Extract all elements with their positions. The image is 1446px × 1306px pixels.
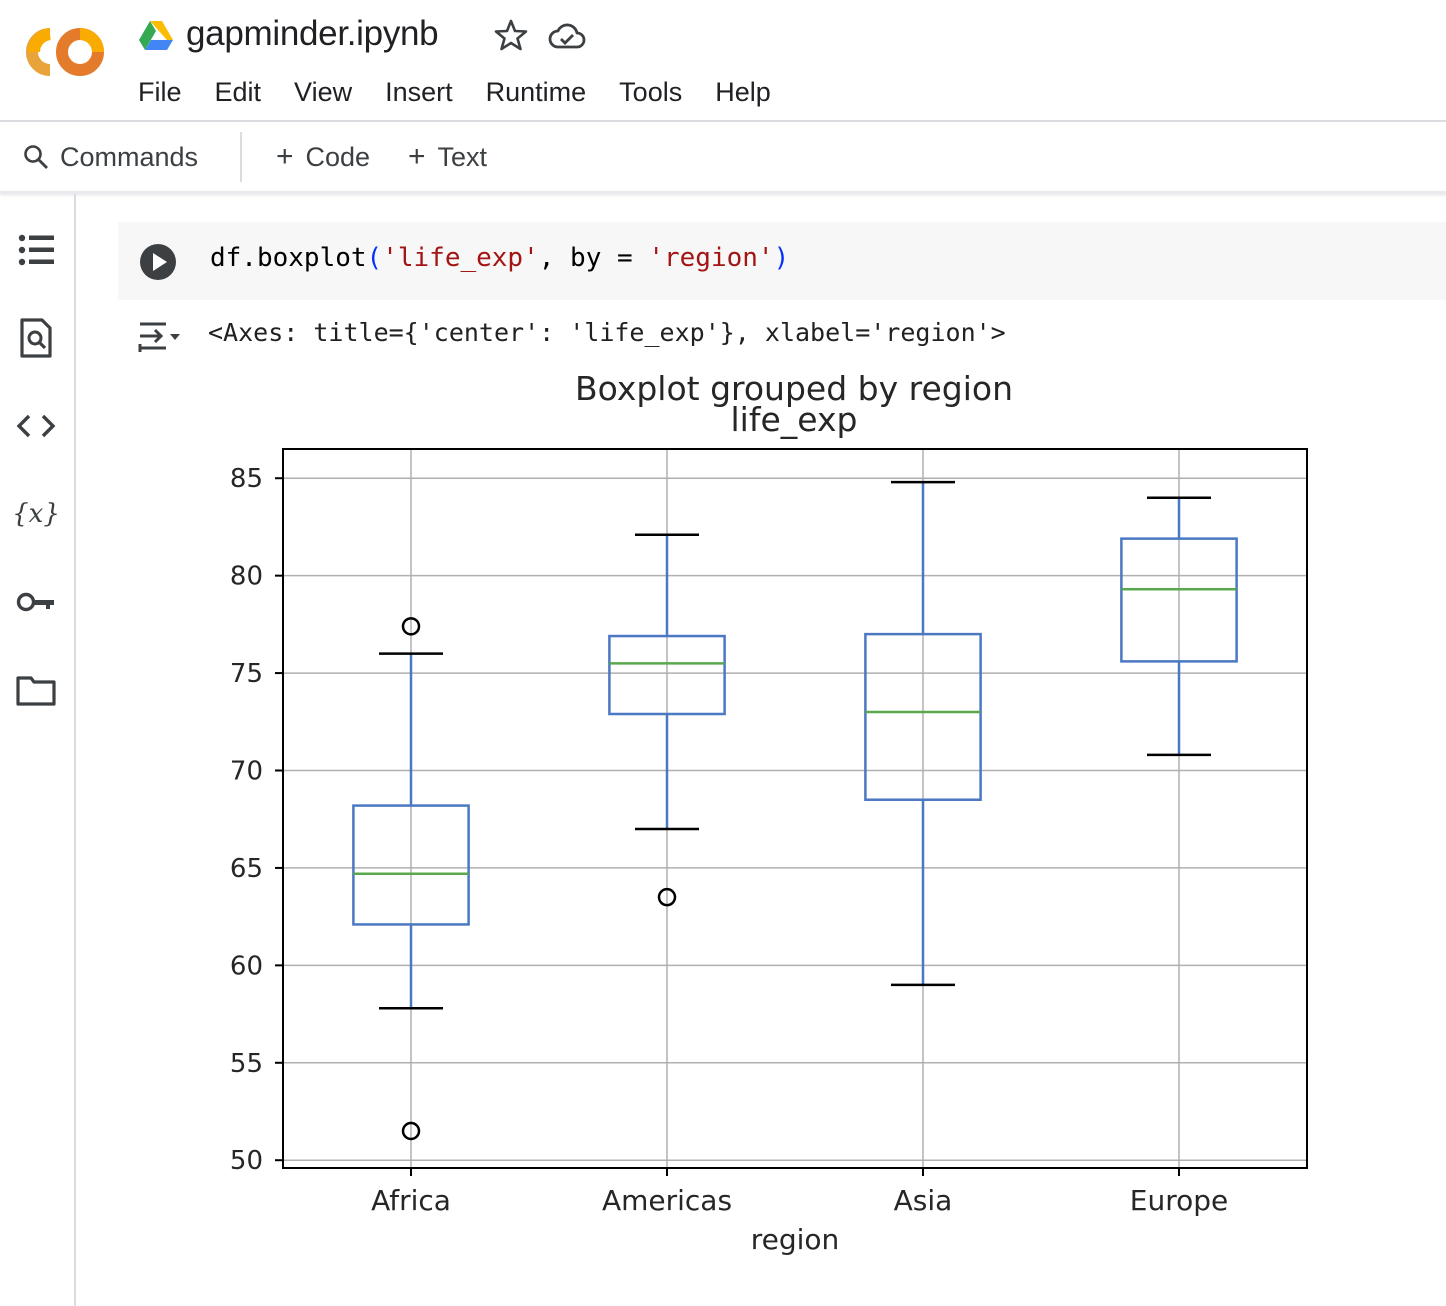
code-cell[interactable] bbox=[118, 222, 1446, 300]
code-editor[interactable]: df.boxplot('life_exp', by = 'region') bbox=[210, 243, 789, 273]
menu-tools[interactable]: Tools bbox=[619, 77, 683, 107]
box-europe bbox=[1120, 496, 1238, 757]
menu-help[interactable]: Help bbox=[715, 77, 771, 107]
menubar: File Edit View Insert Runtime Tools Help bbox=[138, 72, 804, 112]
plus-icon: + bbox=[276, 140, 294, 173]
y-tick-label: 70 bbox=[230, 757, 263, 787]
x-tick-label: Europe bbox=[1130, 1184, 1228, 1217]
box-asia bbox=[864, 480, 982, 987]
chart-title: life_exp bbox=[731, 400, 858, 439]
y-tick-label: 75 bbox=[230, 659, 263, 689]
star-icon[interactable] bbox=[494, 18, 528, 52]
menu-view[interactable]: View bbox=[294, 77, 353, 107]
boxplot-chart: 50 55 60 65 70 75 80 85 Africa Americas Asia Europe… bbox=[230, 369, 1308, 1256]
menu-insert[interactable]: Insert bbox=[385, 77, 453, 107]
y-tick-label: 65 bbox=[230, 854, 263, 884]
box-layer bbox=[352, 480, 1238, 1141]
cell-output-text: <Axes: title={'center': 'life_exp'}, xla… bbox=[208, 318, 1006, 347]
code-token: df.boxplot bbox=[210, 243, 367, 273]
secrets-key-icon[interactable] bbox=[14, 580, 58, 624]
play-icon bbox=[153, 253, 167, 271]
iqr-box bbox=[608, 634, 726, 716]
colab-logo[interactable] bbox=[20, 24, 108, 80]
y-tick-label: 60 bbox=[230, 951, 263, 981]
outlier-point bbox=[401, 1121, 421, 1141]
commands-button[interactable]: Commands bbox=[22, 136, 198, 178]
search-icon bbox=[24, 145, 48, 169]
toolbar-divider bbox=[0, 191, 1446, 194]
toolbar: Commands + Code + Text bbox=[0, 122, 1446, 192]
code-token: 'region' bbox=[648, 243, 774, 273]
google-drive-icon[interactable] bbox=[138, 20, 174, 52]
y-tick-label: 55 bbox=[230, 1049, 263, 1079]
plus-icon: + bbox=[408, 140, 426, 173]
header-divider bbox=[0, 120, 1446, 122]
axis-layer: 50 55 60 65 70 75 80 85 Africa Americas Asia Europe bbox=[230, 464, 1228, 1217]
x-tick-label: Americas bbox=[602, 1184, 732, 1217]
code-snippets-icon[interactable] bbox=[14, 404, 58, 448]
y-tick-label: 85 bbox=[230, 464, 263, 494]
add-text-label: Text bbox=[437, 141, 488, 172]
table-of-contents-icon[interactable] bbox=[14, 228, 58, 272]
header: gapminder.ipynb File Edit View Insert Ru… bbox=[0, 0, 1446, 120]
commands-label: Commands bbox=[60, 141, 199, 172]
code-token: ( bbox=[366, 243, 383, 273]
sidebar-border bbox=[74, 194, 76, 1306]
iqr-box bbox=[1120, 537, 1238, 663]
box-americas bbox=[608, 533, 726, 907]
code-token: 'life_exp' bbox=[382, 243, 539, 273]
code-token: ) bbox=[773, 243, 790, 273]
toolbar-separator bbox=[240, 132, 242, 182]
left-sidebar: {x} bbox=[0, 194, 74, 1306]
plot-frame bbox=[282, 448, 1308, 1169]
run-cell-button[interactable] bbox=[138, 242, 178, 282]
find-in-notebook-icon[interactable] bbox=[14, 316, 58, 360]
add-text-button[interactable]: + Text bbox=[408, 136, 487, 178]
outlier-point bbox=[657, 887, 677, 907]
grid-layer bbox=[283, 449, 1307, 1168]
output-actions-icon[interactable] bbox=[136, 316, 182, 356]
iqr-box bbox=[864, 632, 982, 801]
menu-file[interactable]: File bbox=[138, 77, 182, 107]
notebook-title[interactable]: gapminder.ipynb bbox=[186, 14, 439, 53]
variables-icon[interactable]: {x} bbox=[14, 492, 58, 536]
add-code-label: Code bbox=[305, 141, 371, 172]
x-tick-label: Africa bbox=[371, 1184, 451, 1217]
iqr-box bbox=[352, 804, 470, 926]
cloud-saved-icon[interactable] bbox=[548, 20, 586, 52]
code-token: , by = bbox=[538, 243, 649, 273]
files-folder-icon[interactable] bbox=[14, 668, 58, 712]
chart-suptitle: Boxplot grouped by region bbox=[575, 369, 1013, 408]
add-code-button[interactable]: + Code bbox=[276, 136, 370, 178]
menu-edit[interactable]: Edit bbox=[214, 77, 262, 107]
y-tick-label: 50 bbox=[230, 1146, 263, 1176]
x-axis-label: region bbox=[751, 1223, 840, 1256]
y-tick-label: 80 bbox=[230, 562, 263, 592]
box-africa bbox=[352, 617, 470, 1141]
svg-text:{x}: {x} bbox=[14, 499, 58, 529]
outlier-point bbox=[401, 617, 421, 636]
x-tick-label: Asia bbox=[894, 1184, 953, 1217]
menu-runtime[interactable]: Runtime bbox=[485, 77, 587, 107]
